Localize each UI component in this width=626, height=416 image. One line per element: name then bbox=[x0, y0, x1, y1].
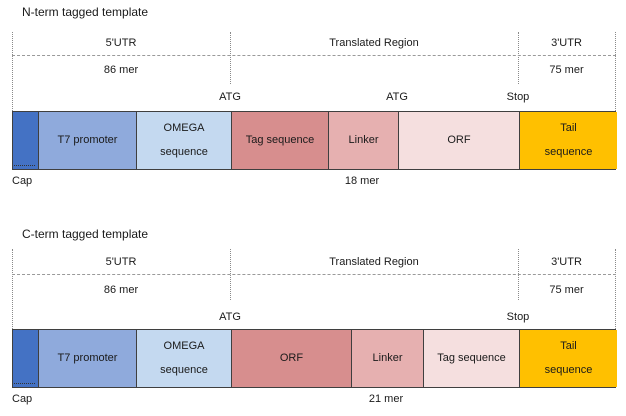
segment-label: OMEGA bbox=[163, 340, 205, 352]
n-term-title: N-term tagged template bbox=[22, 5, 149, 19]
c-term-linker-length: 21 mer bbox=[368, 393, 404, 405]
n-term-segment-omega-sequence: OMEGA sequence bbox=[136, 112, 231, 169]
segment-label: T7 promoter bbox=[57, 352, 118, 364]
n-term-construct-bar: T7 promoter OMEGA sequence Tag sequence … bbox=[12, 111, 617, 170]
n-term-5utr-length: 86 mer bbox=[103, 64, 139, 76]
c-term-segment-linker: Linker bbox=[351, 330, 423, 387]
n-term-linker-length: 18 mer bbox=[344, 175, 380, 187]
n-term-3utr-length: 75 mer bbox=[549, 64, 584, 76]
segment-label: Tail bbox=[560, 340, 577, 352]
c-term-segment-tail-sequence: Tail sequence bbox=[519, 330, 617, 387]
c-term-cap-label: Cap bbox=[12, 393, 33, 405]
n-term-segment-cap bbox=[13, 112, 38, 169]
c-term-segment-t7-promoter: T7 promoter bbox=[38, 330, 136, 387]
segment-label: Tag sequence bbox=[245, 134, 315, 146]
n-term-boundary-line-utr5-end bbox=[230, 32, 231, 84]
n-term-boundary-line-right bbox=[615, 32, 616, 111]
n-term-region-3utr: 3'UTR bbox=[551, 37, 582, 49]
n-term-cap-leader-dots bbox=[14, 165, 35, 166]
c-term-3utr-length: 75 mer bbox=[549, 284, 584, 296]
c-term-region-translated: Translated Region bbox=[329, 256, 419, 268]
segment-label: sequence bbox=[544, 146, 593, 158]
c-term-segment-orf: ORF bbox=[231, 330, 351, 387]
segment-label: Tail bbox=[560, 122, 577, 134]
n-term-segment-t7-promoter: T7 promoter bbox=[38, 112, 136, 169]
c-term-title: C-term tagged template bbox=[22, 227, 149, 241]
segment-label: ORF bbox=[279, 352, 304, 364]
segment-label: T7 promoter bbox=[57, 134, 118, 146]
n-term-atg2-label: ATG bbox=[386, 91, 408, 103]
c-term-segment-cap bbox=[13, 330, 38, 387]
n-term-segment-tag-sequence: Tag sequence bbox=[231, 112, 328, 169]
n-term-ruler-line bbox=[12, 55, 616, 56]
n-term-region-5utr: 5'UTR bbox=[105, 37, 137, 49]
segment-label: OMEGA bbox=[163, 122, 205, 134]
n-term-cap-label: Cap bbox=[12, 175, 33, 187]
c-term-5utr-length: 86 mer bbox=[103, 284, 139, 296]
segment-label: sequence bbox=[544, 364, 593, 376]
c-term-boundary-line-right bbox=[615, 249, 616, 329]
segment-label: sequence bbox=[160, 364, 208, 376]
n-term-boundary-line-stop bbox=[518, 32, 519, 84]
n-term-boundary-line-left bbox=[12, 32, 13, 111]
segment-label: ORF bbox=[447, 134, 471, 146]
n-term-segment-tail-sequence: Tail sequence bbox=[519, 112, 617, 169]
c-term-construct-bar: T7 promoter OMEGA sequence ORF Linker Ta… bbox=[12, 329, 617, 388]
segment-label: sequence bbox=[160, 146, 208, 158]
c-term-region-3utr: 3'UTR bbox=[551, 256, 582, 268]
c-term-stop-label: Stop bbox=[506, 311, 530, 323]
c-term-ruler-line bbox=[12, 274, 616, 275]
c-term-region-5utr: 5'UTR bbox=[105, 256, 137, 268]
c-term-atg-label: ATG bbox=[219, 311, 241, 323]
c-term-boundary-line-left bbox=[12, 249, 13, 329]
segment-label: Linker bbox=[348, 134, 379, 146]
n-term-segment-linker: Linker bbox=[328, 112, 398, 169]
segment-label: Linker bbox=[372, 352, 403, 364]
c-term-segment-tag-sequence: Tag sequence bbox=[423, 330, 519, 387]
c-term-segment-omega-sequence: OMEGA sequence bbox=[136, 330, 231, 387]
n-term-region-translated: Translated Region bbox=[329, 37, 419, 49]
n-term-segment-orf: ORF bbox=[398, 112, 519, 169]
n-term-stop-label: Stop bbox=[506, 91, 530, 103]
segment-label: Tag sequence bbox=[437, 352, 506, 364]
c-term-cap-leader-dots bbox=[14, 383, 35, 384]
n-term-atg1-label: ATG bbox=[219, 91, 241, 103]
